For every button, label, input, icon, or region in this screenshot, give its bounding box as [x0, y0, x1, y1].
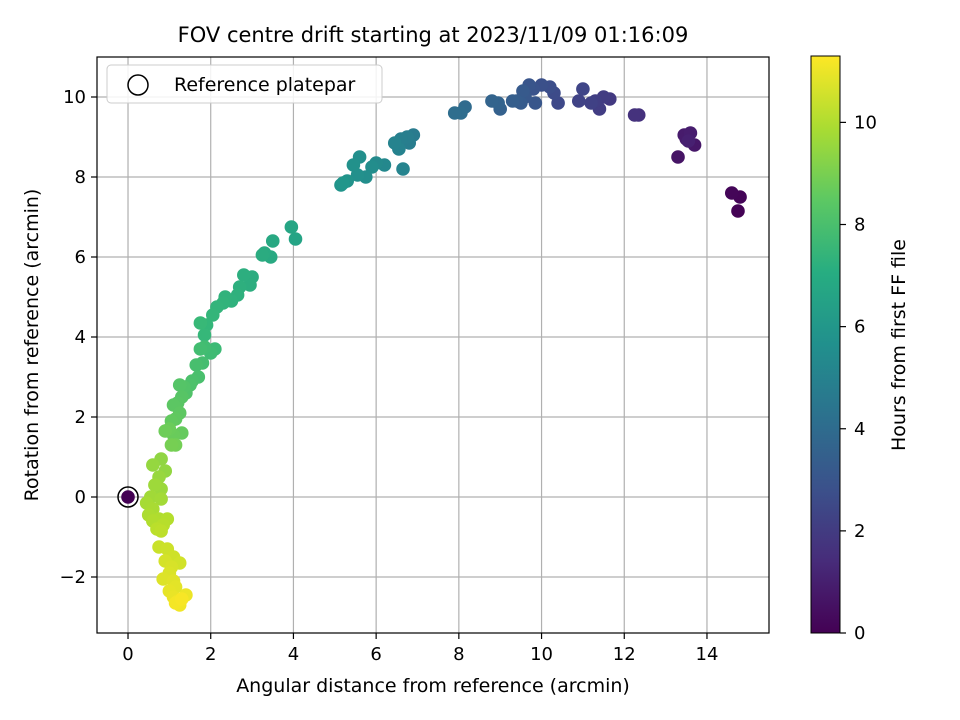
colorbar-tick-label: 8: [854, 215, 865, 236]
data-point: [724, 186, 739, 200]
data-point: [284, 220, 299, 234]
data-point: [671, 150, 685, 164]
data-point: [516, 84, 530, 98]
x-tick-label: 10: [530, 644, 553, 665]
data-point: [156, 572, 170, 586]
y-tick-label: 0: [75, 487, 86, 508]
data-point: [148, 478, 162, 492]
data-point: [164, 438, 179, 452]
x-tick-label: 12: [613, 644, 636, 665]
data-point: [146, 458, 160, 472]
y-axis-ticks: −2 0 2 4 6 8 10: [59, 87, 97, 588]
data-point: [172, 378, 187, 392]
colorbar-tick-label: 10: [854, 112, 877, 133]
data-point: [584, 96, 598, 110]
colorbar-label: Hours from first FF file: [888, 239, 910, 451]
data-point: [288, 232, 303, 246]
reference-point: [121, 490, 135, 504]
data-point: [154, 524, 168, 538]
data-point: [365, 160, 379, 174]
y-tick-label: 2: [75, 407, 86, 428]
y-tick-label: −2: [59, 567, 86, 588]
colorbar-tick-label: 0: [854, 623, 865, 644]
data-point: [158, 424, 173, 438]
data-point: [396, 162, 410, 176]
data-point: [447, 106, 462, 120]
data-point: [627, 108, 642, 122]
data-point: [505, 94, 520, 108]
x-tick-label: 14: [696, 644, 719, 665]
legend-marker-icon: [127, 74, 149, 96]
data-point: [193, 316, 208, 330]
colorbar-tick-label: 2: [854, 521, 865, 542]
colorbar-tick-label: 6: [854, 317, 865, 338]
reference-platepar-marker: [117, 486, 139, 508]
colorbar-ticks: 0 2 4 6 8 10: [840, 112, 877, 644]
data-point: [346, 158, 361, 172]
x-tick-label: 0: [122, 644, 133, 665]
plot-frame: [96, 56, 770, 634]
reference-ring: [117, 486, 139, 508]
data-point: [387, 136, 402, 150]
x-axis-label: Angular distance from reference (arcmin): [236, 675, 630, 697]
data-point: [571, 94, 586, 108]
data-points: [139, 78, 747, 612]
data-point: [485, 94, 499, 108]
legend-box: [106, 64, 383, 104]
x-tick-label: 4: [288, 644, 299, 665]
data-point: [154, 492, 168, 506]
x-tick-label: 2: [205, 644, 216, 665]
legend: Reference platepar: [106, 64, 383, 104]
colorbar-tick-label: 4: [854, 419, 865, 440]
colorbar-gradient: [810, 55, 841, 634]
x-tick-label: 8: [453, 644, 464, 665]
y-tick-label: 4: [75, 327, 86, 348]
data-point: [243, 278, 257, 292]
legend-label: Reference platepar: [174, 74, 356, 96]
data-point: [193, 342, 208, 356]
data-point: [174, 592, 189, 606]
y-axis-label: Rotation from reference (arcmin): [21, 189, 43, 502]
data-point: [336, 176, 350, 190]
data-point: [205, 308, 220, 322]
data-point: [255, 248, 270, 262]
x-tick-label: 6: [370, 644, 381, 665]
data-point: [681, 134, 696, 148]
data-point: [576, 82, 590, 96]
x-axis-ticks: 0 2 4 6 8 10 12 14: [122, 633, 718, 665]
data-point: [197, 328, 212, 342]
colorbar: 0 2 4 6 8 10 Hours from first FF file: [810, 55, 910, 644]
data-point: [237, 268, 251, 282]
data-point: [265, 234, 280, 248]
data-point: [528, 96, 543, 110]
data-point: [731, 204, 745, 218]
chart-title: FOV centre drift starting at 2023/11/09 …: [178, 23, 689, 47]
y-tick-label: 6: [75, 247, 86, 268]
data-point: [189, 358, 204, 372]
y-tick-label: 8: [75, 167, 86, 188]
y-tick-label: 10: [63, 87, 86, 108]
